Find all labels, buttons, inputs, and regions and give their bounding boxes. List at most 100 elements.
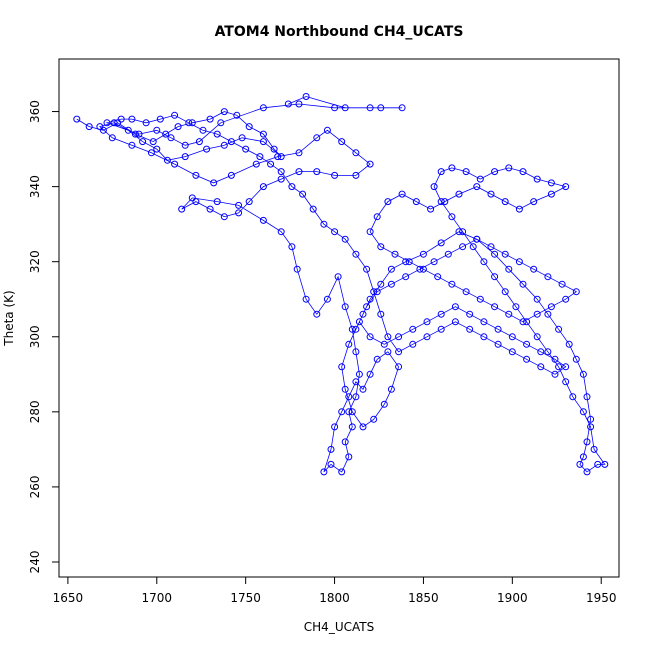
data-point [505, 265, 513, 273]
data-point [572, 288, 580, 296]
data-point [419, 250, 427, 258]
data-point [192, 198, 200, 206]
data-point [233, 111, 241, 119]
data-point [466, 310, 474, 318]
data-point [174, 123, 182, 131]
y-tick-label: 260 [28, 475, 42, 498]
data-point [544, 348, 552, 356]
data-point [103, 119, 111, 127]
data-point [139, 138, 147, 146]
data-point [391, 250, 399, 258]
data-point [501, 250, 509, 258]
data-point [345, 453, 353, 461]
data-point [142, 119, 150, 127]
data-point [387, 265, 395, 273]
data-point [366, 333, 374, 341]
data-point [370, 288, 378, 296]
data-point [508, 348, 516, 356]
data-point [108, 134, 116, 142]
data-point [359, 423, 367, 431]
data-point [519, 168, 527, 176]
data-point [494, 340, 502, 348]
data-point [594, 460, 602, 468]
data-point [341, 385, 349, 393]
data-point [135, 130, 143, 138]
data-point [195, 138, 203, 146]
data-point [444, 250, 452, 258]
data-point [373, 288, 381, 296]
data-point [523, 318, 531, 326]
data-point [380, 400, 388, 408]
data-point [373, 213, 381, 221]
data-point [345, 408, 353, 416]
data-point [171, 111, 179, 119]
data-point [473, 183, 481, 191]
data-point [537, 363, 545, 371]
data-point [508, 333, 516, 341]
data-point [352, 348, 360, 356]
data-point [153, 126, 161, 134]
data-point [405, 258, 413, 266]
data-point [551, 355, 559, 363]
data-point [156, 115, 164, 123]
data-point [441, 198, 449, 206]
data-point [96, 123, 104, 131]
data-point [352, 250, 360, 258]
data-point [448, 164, 456, 172]
plot-frame [58, 58, 620, 578]
data-point [256, 153, 264, 161]
data-point [469, 243, 477, 251]
data-point [270, 145, 278, 153]
data-point [277, 175, 285, 183]
data-point [167, 134, 175, 142]
data-point [334, 273, 342, 281]
data-point [220, 213, 228, 221]
data-point [512, 303, 520, 311]
data-point [352, 149, 360, 157]
data-point [203, 145, 211, 153]
data-point [366, 370, 374, 378]
data-point [451, 303, 459, 311]
data-point [416, 265, 424, 273]
data-point [210, 179, 218, 187]
data-point [299, 190, 307, 198]
data-point [473, 235, 481, 243]
data-point [448, 280, 456, 288]
data-point [206, 205, 214, 213]
data-point [409, 340, 417, 348]
data-point [288, 243, 296, 251]
y-axis: 240 260 280 300 320 340 360 [28, 100, 59, 573]
data-point [352, 378, 360, 386]
data-point [480, 318, 488, 326]
data-point [220, 141, 228, 149]
data-point [434, 273, 442, 281]
data-point [359, 310, 367, 318]
data-point [544, 273, 552, 281]
data-point [213, 130, 221, 138]
data-point [555, 325, 563, 333]
data-point [217, 119, 225, 127]
data-point [533, 310, 541, 318]
data-point [533, 175, 541, 183]
y-tick-label: 340 [28, 175, 42, 198]
data-point [313, 168, 321, 176]
data-point [505, 310, 513, 318]
data-point [395, 333, 403, 341]
data-point [455, 190, 463, 198]
data-point [338, 363, 346, 371]
data-point [437, 325, 445, 333]
data-point [519, 280, 527, 288]
data-point [171, 160, 179, 168]
data-point [565, 340, 573, 348]
data-point [242, 145, 250, 153]
y-tick-label: 240 [28, 551, 42, 574]
data-point [437, 310, 445, 318]
data-point [466, 325, 474, 333]
data-point [252, 160, 260, 168]
data-point [459, 228, 467, 236]
data-point [355, 370, 363, 378]
data-point [366, 104, 374, 112]
data-point [178, 205, 186, 213]
data-point [345, 340, 353, 348]
